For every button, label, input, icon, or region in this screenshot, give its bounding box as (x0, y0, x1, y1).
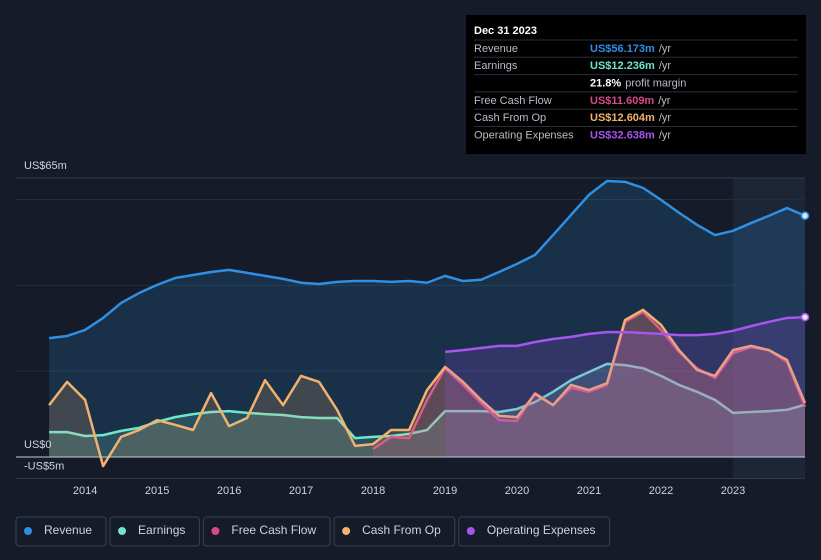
legend-item[interactable]: Operating Expenses (458, 516, 611, 547)
tooltip-unit: /yr (659, 43, 672, 55)
tooltip-label: Free Cash Flow (474, 95, 552, 107)
x-tick-label: 2021 (577, 485, 601, 497)
legend-box (109, 516, 200, 547)
legend-item[interactable]: Free Cash Flow (202, 516, 331, 547)
tooltip-label: Revenue (474, 43, 518, 55)
tooltip-unit: /yr (658, 95, 671, 107)
legend-label: Earnings (138, 523, 185, 537)
legend-swatch (211, 527, 220, 535)
x-tick-label: 2022 (649, 485, 673, 497)
tooltip: Dec 31 2023 Revenue US$56.173m/yr Earnings… (466, 15, 806, 154)
series-area (49, 181, 805, 458)
y-tick-label: -US$5m (24, 460, 64, 472)
legend-item[interactable]: Cash From Op (333, 516, 456, 547)
end-dot (800, 312, 810, 322)
series-line (49, 362, 806, 440)
tooltip-box (466, 15, 806, 154)
x-tick-label: 2014 (73, 485, 97, 497)
legend-box (333, 516, 456, 547)
legend-swatch (342, 527, 351, 535)
legend: Revenue Earnings Free Cash Flow Cash From O… (15, 516, 611, 547)
legend-swatch (118, 527, 127, 535)
x-tick-label: 2017 (289, 485, 313, 497)
series-area (49, 363, 805, 458)
legend-label: Revenue (44, 523, 92, 537)
tooltip-unit: profit margin (625, 78, 686, 90)
series-area (445, 317, 805, 458)
legend-label: Cash From Op (362, 523, 441, 537)
tooltip-value: US$56.173m (590, 43, 655, 55)
tooltip-value: US$12.604m (590, 112, 655, 124)
tooltip-date: Dec 31 2023 (474, 25, 537, 37)
x-tick-label: 2015 (145, 485, 169, 497)
tooltip-unit: /yr (659, 60, 672, 72)
legend-item[interactable]: Earnings (109, 516, 200, 547)
legend-label: Operating Expenses (487, 523, 596, 537)
x-tick-label: 2019 (433, 485, 457, 497)
legend-box (202, 516, 331, 547)
x-tick-label: 2023 (721, 485, 745, 497)
y-tick-label: US$0 (24, 439, 52, 451)
x-tick-label: 2018 (361, 485, 385, 497)
tooltip-value: US$32.638m (590, 129, 655, 141)
series-line (444, 315, 806, 354)
axes: US$65m US$0 -US$5m 2014 2015 2016 2017 2018 2019… (16, 160, 805, 497)
legend-box (15, 516, 107, 547)
plot (48, 179, 810, 468)
tooltip-label: Earnings (474, 60, 518, 72)
x-tick-label: 2016 (217, 485, 241, 497)
series-line (48, 308, 807, 468)
end-dot (800, 211, 810, 221)
legend-swatch (24, 527, 32, 535)
legend-item[interactable]: Revenue (15, 516, 107, 547)
tooltip-value: 21.8% (590, 78, 621, 90)
tooltip-label: Cash From Op (474, 112, 546, 124)
legend-swatch (466, 527, 475, 535)
legend-box (458, 516, 611, 547)
x-tick-label: 2020 (505, 485, 529, 497)
tooltip-label: Operating Expenses (474, 129, 574, 141)
y-tick-label: US$65m (24, 160, 67, 172)
series-area (373, 311, 805, 458)
tooltip-unit: /yr (659, 129, 672, 141)
series-line (48, 179, 806, 340)
tooltip-unit: /yr (659, 112, 672, 124)
legend-label: Free Cash Flow (231, 523, 316, 537)
grid (16, 198, 805, 372)
tooltip-value: US$12.236m (590, 60, 655, 72)
series-area (49, 309, 805, 467)
tooltip-value: US$11.609m (590, 95, 654, 107)
